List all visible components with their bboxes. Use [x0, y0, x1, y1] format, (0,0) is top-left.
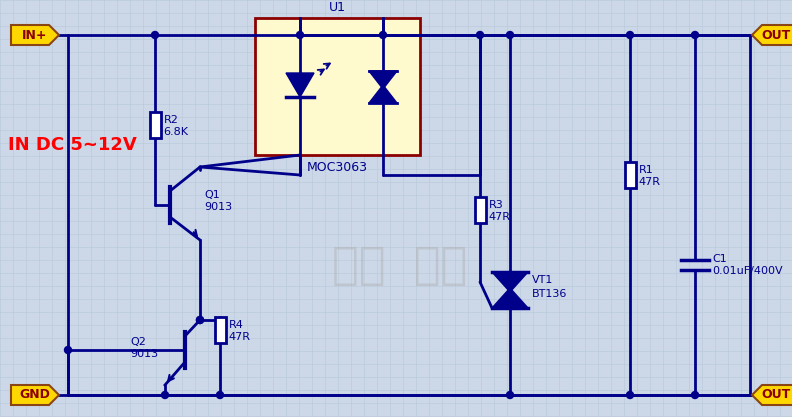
- Text: R4: R4: [229, 320, 243, 330]
- Text: C1: C1: [712, 254, 727, 264]
- Circle shape: [379, 32, 386, 38]
- Circle shape: [162, 392, 169, 399]
- Text: 9013: 9013: [130, 349, 158, 359]
- Bar: [255, 18, 420, 155]
- Polygon shape: [11, 25, 59, 45]
- Polygon shape: [492, 272, 528, 292]
- Circle shape: [691, 392, 699, 399]
- Text: 电子  懒人: 电子 懒人: [333, 244, 467, 286]
- Polygon shape: [369, 85, 397, 103]
- Text: U1: U1: [329, 1, 346, 14]
- Bar: [625, 162, 635, 188]
- Text: GND: GND: [20, 389, 51, 402]
- Circle shape: [64, 347, 71, 354]
- Text: Q1: Q1: [204, 190, 219, 200]
- Text: 47R: 47R: [638, 177, 661, 187]
- Text: 0.01uF/400V: 0.01uF/400V: [712, 266, 782, 276]
- Text: OUT: OUT: [761, 389, 790, 402]
- Text: R3: R3: [489, 200, 503, 210]
- Circle shape: [477, 32, 483, 38]
- Text: BT136: BT136: [532, 289, 567, 299]
- Text: IN+: IN+: [22, 28, 48, 42]
- Text: VT1: VT1: [532, 275, 554, 285]
- Circle shape: [626, 392, 634, 399]
- Polygon shape: [752, 385, 792, 405]
- Text: 47R: 47R: [489, 212, 511, 222]
- Text: 6.8K: 6.8K: [163, 127, 188, 137]
- Bar: [150, 112, 161, 138]
- Polygon shape: [286, 73, 314, 97]
- Polygon shape: [11, 385, 59, 405]
- Text: MOC3063: MOC3063: [307, 161, 368, 174]
- Circle shape: [216, 392, 223, 399]
- Text: R2: R2: [163, 115, 178, 125]
- Circle shape: [691, 32, 699, 38]
- Bar: [215, 317, 226, 343]
- Circle shape: [507, 392, 513, 399]
- Text: IN DC 5~12V: IN DC 5~12V: [8, 136, 137, 154]
- Circle shape: [507, 32, 513, 38]
- Text: R1: R1: [638, 165, 653, 175]
- Circle shape: [196, 317, 204, 324]
- Text: OUT: OUT: [761, 28, 790, 42]
- Text: 9013: 9013: [204, 202, 232, 212]
- Circle shape: [151, 32, 158, 38]
- Text: 47R: 47R: [229, 332, 250, 342]
- Circle shape: [626, 32, 634, 38]
- Circle shape: [296, 32, 303, 38]
- Polygon shape: [752, 25, 792, 45]
- Polygon shape: [369, 71, 397, 89]
- Circle shape: [196, 317, 204, 324]
- Polygon shape: [492, 288, 528, 308]
- Text: Q2: Q2: [130, 337, 146, 347]
- Bar: [474, 197, 485, 223]
